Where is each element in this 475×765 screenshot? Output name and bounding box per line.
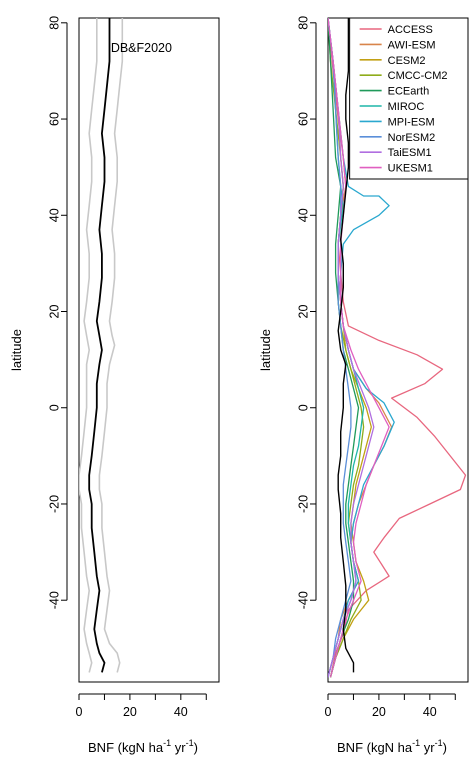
y-tick-label: 0 bbox=[47, 404, 61, 411]
series-line-lower bbox=[79, 18, 98, 673]
x-axis-label-part: BNF (kgN ha bbox=[337, 740, 413, 755]
legend-entry-label: UKESM1 bbox=[388, 163, 433, 175]
legend-entry-label: CESM2 bbox=[388, 55, 426, 67]
x-axis-label-part: BNF (kgN ha bbox=[88, 740, 164, 755]
x-axis-label: BNF (kgN ha-1 yr-1) bbox=[88, 738, 198, 755]
x-tick-label: 20 bbox=[372, 705, 386, 719]
annotation-label: DB&F2020 bbox=[111, 41, 172, 55]
y-tick-label: 80 bbox=[296, 16, 310, 30]
x-axis-label-part: yr bbox=[171, 740, 186, 755]
y-tick-label: 20 bbox=[47, 305, 61, 319]
x-axis-label-part: ) bbox=[194, 740, 198, 755]
x-axis-label-superscript: -1 bbox=[163, 738, 171, 748]
legend: ACCESS AWI-ESM CESM2 CMCC-CM2 ECEarth MIROC MP… bbox=[349, 17, 469, 180]
y-tick-label: -40 bbox=[296, 591, 310, 609]
plot-frame bbox=[78, 17, 220, 683]
y-tick-label: 0 bbox=[296, 404, 310, 411]
legend-entry-label: ACCESS bbox=[388, 24, 433, 36]
series-line-upper bbox=[98, 18, 124, 673]
y-tick-label: 60 bbox=[47, 112, 61, 126]
y-tick-label: 20 bbox=[296, 305, 310, 319]
legend-entry-label: AWI-ESM bbox=[388, 39, 436, 51]
legend-entry-label: NorESM2 bbox=[388, 132, 436, 144]
series-line-noresm2 bbox=[328, 18, 352, 678]
y-tick-label: 40 bbox=[47, 208, 61, 222]
y-tick-label: 40 bbox=[296, 208, 310, 222]
x-tick-label: 0 bbox=[76, 705, 83, 719]
y-tick-label: -20 bbox=[296, 495, 310, 513]
x-tick-label: 20 bbox=[123, 705, 137, 719]
x-tick-label: 40 bbox=[174, 705, 188, 719]
series-line-mpi-esm bbox=[328, 18, 395, 678]
x-axis-label: BNF (kgN ha-1 yr-1) bbox=[337, 738, 447, 755]
legend-entry-label: TaiESM1 bbox=[388, 147, 432, 159]
x-tick-label: 0 bbox=[325, 705, 332, 719]
x-axis-label-superscript: -1 bbox=[435, 738, 443, 748]
series-line-taiesm1 bbox=[328, 18, 375, 678]
series-line-central bbox=[88, 18, 111, 673]
y-tick-label: -40 bbox=[47, 591, 61, 609]
y-axis-label: latitude bbox=[258, 329, 273, 371]
x-axis-label-part: ) bbox=[443, 740, 447, 755]
reference-line bbox=[337, 18, 355, 673]
x-axis-label-part: yr bbox=[420, 740, 435, 755]
x-axis-label-superscript: -1 bbox=[186, 738, 194, 748]
x-axis-label-superscript: -1 bbox=[412, 738, 420, 748]
legend-entry-label: CMCC-CM2 bbox=[388, 70, 448, 82]
legend-entry-label: MIROC bbox=[388, 101, 425, 113]
y-tick-label: 80 bbox=[47, 16, 61, 30]
x-tick-label: 40 bbox=[423, 705, 437, 719]
y-tick-label: 60 bbox=[296, 112, 310, 126]
legend-entry-label: MPI-ESM bbox=[388, 116, 435, 128]
legend-entry-label: ECEarth bbox=[388, 86, 430, 98]
y-tick-label: -20 bbox=[47, 495, 61, 513]
y-axis-label: latitude bbox=[9, 329, 24, 371]
